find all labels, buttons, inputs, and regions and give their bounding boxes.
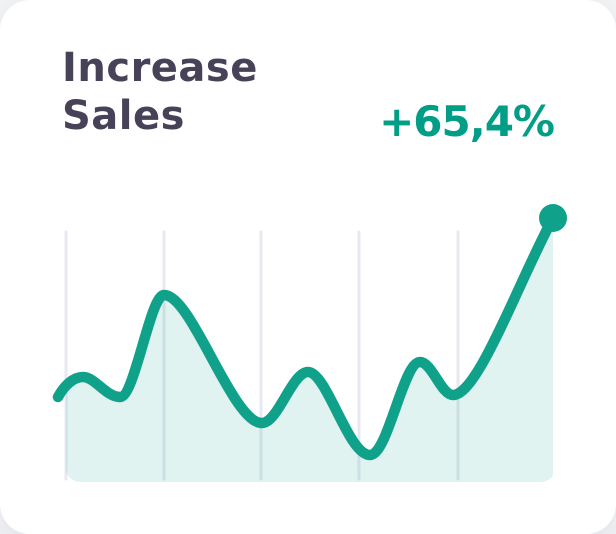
chart-line: [52, 212, 559, 461]
chart-area-fill: [66, 218, 553, 482]
percent-change-badge: +65,4%: [379, 97, 555, 146]
chart-end-dot-icon: [539, 204, 567, 232]
chart-gridlines: [64, 230, 460, 481]
card-title: Increase Sales: [62, 45, 258, 139]
